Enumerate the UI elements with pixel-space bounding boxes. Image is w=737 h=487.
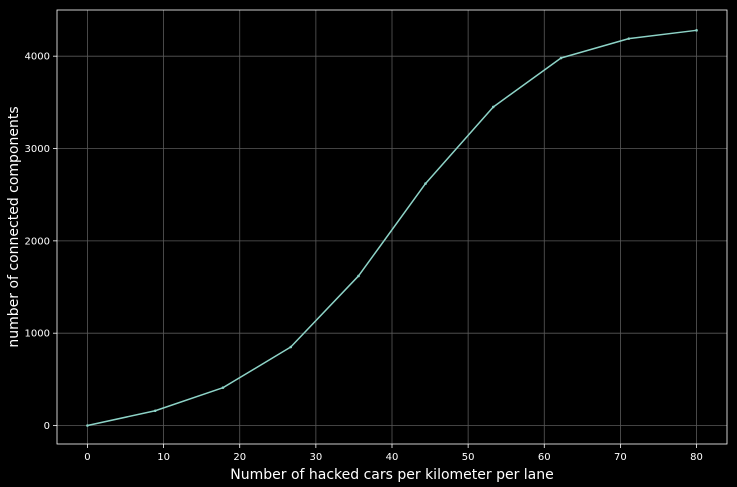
y-tick-label: 4000	[25, 52, 50, 63]
x-tick-label: 60	[538, 452, 551, 463]
grid-lines	[57, 10, 727, 444]
y-axis-ticks: 0 1000 2000 3000 4000	[25, 52, 57, 432]
y-tick-label: 1000	[25, 329, 50, 340]
y-axis-label: number of connected components	[6, 106, 22, 347]
x-tick-label: 20	[233, 452, 246, 463]
x-tick-label: 70	[614, 452, 627, 463]
data-point	[627, 37, 631, 40]
y-tick-label: 3000	[25, 144, 50, 155]
x-axis-label: Number of hacked cars per kilometer per …	[230, 467, 554, 483]
series-line	[87, 29, 697, 427]
x-tick-label: 80	[690, 452, 703, 463]
x-axis-ticks: 0 10 20 30 40 50 60 70 80	[84, 444, 703, 463]
data-point	[695, 29, 698, 32]
x-tick-label: 50	[462, 452, 475, 463]
data-point	[559, 56, 563, 60]
x-tick-label: 30	[309, 452, 322, 463]
data-point	[86, 424, 89, 427]
y-tick-label: 2000	[25, 236, 50, 247]
x-tick-label: 40	[386, 452, 399, 463]
data-point	[153, 409, 157, 413]
data-point	[289, 345, 293, 349]
data-point	[221, 386, 225, 389]
x-tick-label: 10	[157, 452, 170, 463]
data-point	[357, 274, 360, 278]
data-point	[424, 182, 427, 185]
data-point	[491, 105, 495, 109]
y-tick-label: 0	[44, 421, 50, 432]
series-group	[86, 29, 698, 427]
x-tick-label: 0	[84, 452, 90, 463]
